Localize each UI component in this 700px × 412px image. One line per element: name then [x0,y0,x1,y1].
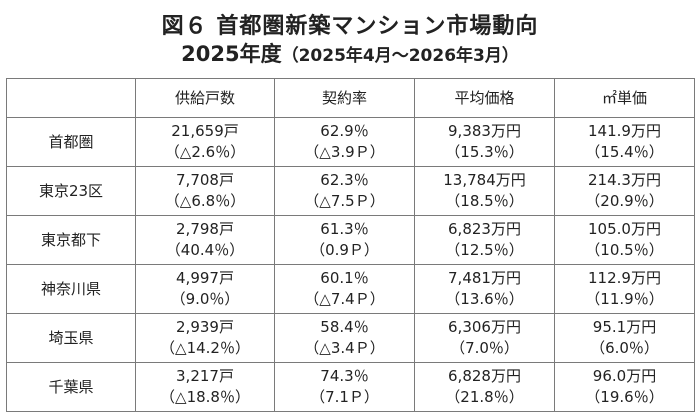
cell-value: 214.3万円 [588,171,661,189]
table-header-row: 供給戸数 契約率 平均価格 ㎡単価 [6,78,695,118]
cell-change: （12.5％） [445,241,524,259]
cell-value: 6,828万円 [448,367,521,385]
cell-average-price: 7,481万円 （13.6％） [414,264,555,314]
cell-change: （21.8％） [445,388,524,406]
cell-value: 61.3％ [320,220,369,238]
cell-change: （10.5％） [585,241,664,259]
cell-change: （△6.8％） [164,192,246,210]
cell-unit-price: 96.0万円 （19.6％） [554,362,695,412]
cell-change: （40.4％） [165,241,245,259]
cell-value: 2,798戸 [176,220,234,238]
cell-value: 7,708戸 [176,171,234,189]
row-label: 首都圏 [6,117,136,167]
cell-supply-units: 4,997戸 （9.0％） [135,264,275,314]
cell-change: （△3.9Ｐ） [304,143,385,161]
cell-change: （0.9Ｐ） [310,241,379,259]
figure-title: 図６ 首都圏新築マンション市場動向 [161,14,539,39]
cell-value: 21,659戸 [171,122,239,140]
cell-unit-price: 214.3万円 （20.9％） [554,166,695,216]
cell-average-price: 6,306万円 （7.0％） [414,313,555,363]
fiscal-year-range: （2025年4月～2026年3月） [281,46,519,66]
cell-value: 105.0万円 [588,220,661,238]
table-row: 東京都下 2,798戸 （40.4％） 61.3％ （0.9Ｐ） 6,823万円 （12.5… [6,215,695,265]
cell-change: （19.6％） [585,388,664,406]
cell-average-price: 9,383万円 （15.3％） [414,117,555,167]
table-row: 神奈川県 4,997戸 （9.0％） 60.1％ （△7.4Ｐ） 7,481万円 （13.6… [6,264,695,314]
cell-change: （△14.2％） [160,339,250,357]
row-label: 千葉県 [6,362,136,412]
header-unit-price: ㎡単価 [554,78,695,118]
cell-value: 6,306万円 [448,318,521,336]
cell-average-price: 6,828万円 （21.8％） [414,362,555,412]
cell-change: （△18.8％） [160,388,250,406]
header-contract-rate: 契約率 [274,78,415,118]
cell-value: 95.1万円 [592,318,657,336]
cell-value: 141.9万円 [588,122,661,140]
cell-supply-units: 3,217戸 （△18.8％） [135,362,275,412]
cell-supply-units: 2,939戸 （△14.2％） [135,313,275,363]
cell-supply-units: 21,659戸 （△2.6％） [135,117,275,167]
cell-supply-units: 2,798戸 （40.4％） [135,215,275,265]
cell-value: 58.4％ [320,318,369,336]
cell-contract-rate: 62.3％ （△7.5Ｐ） [274,166,415,216]
cell-change: （13.6％） [445,290,524,308]
cell-change: （△7.4Ｐ） [304,290,385,308]
cell-change: （△3.4Ｐ） [304,339,385,357]
cell-average-price: 13,784万円 （18.5％） [414,166,555,216]
table-row: 首都圏 21,659戸 （△2.6％） 62.9％ （△3.9Ｐ） 9,383万円 （15.… [6,117,695,167]
cell-value: 62.9％ [320,122,369,140]
cell-value: 96.0万円 [592,367,657,385]
cell-change: （6.0％） [590,339,659,357]
cell-contract-rate: 62.9％ （△3.9Ｐ） [274,117,415,167]
cell-unit-price: 105.0万円 （10.5％） [554,215,695,265]
cell-unit-price: 95.1万円 （6.0％） [554,313,695,363]
cell-value: 2,939戸 [176,318,234,336]
cell-unit-price: 141.9万円 （15.4％） [554,117,695,167]
header-supply-units: 供給戸数 [135,78,275,118]
market-trend-table: 供給戸数 契約率 平均価格 ㎡単価 首都圏 21,659戸 （△2.6％） 62.9％… [6,78,695,412]
cell-change: （11.9％） [585,290,664,308]
cell-value: 60.1％ [320,269,369,287]
cell-contract-rate: 74.3％ （7.1Ｐ） [274,362,415,412]
cell-value: 13,784万円 [443,171,526,189]
cell-contract-rate: 58.4％ （△3.4Ｐ） [274,313,415,363]
cell-change: （9.0％） [170,290,240,308]
cell-contract-rate: 61.3％ （0.9Ｐ） [274,215,415,265]
table-row: 埼玉県 2,939戸 （△14.2％） 58.4％ （△3.4Ｐ） 6,306万円 （7.0… [6,313,695,363]
cell-change: （20.9％） [585,192,664,210]
cell-unit-price: 112.9万円 （11.9％） [554,264,695,314]
cell-change: （△2.6％） [164,143,246,161]
cell-average-price: 6,823万円 （12.5％） [414,215,555,265]
figure-subtitle: 2025年度（2025年4月～2026年3月） [0,38,700,68]
header-corner [6,78,136,118]
row-label: 東京23区 [6,166,136,216]
table-row: 千葉県 3,217戸 （△18.8％） 74.3％ （7.1Ｐ） 6,828万円 （21.8… [6,362,695,412]
header-average-price: 平均価格 [414,78,555,118]
row-label: 神奈川県 [6,264,136,314]
cell-value: 7,481万円 [448,269,521,287]
cell-value: 3,217戸 [176,367,234,385]
cell-value: 9,383万円 [448,122,521,140]
cell-change: （7.0％） [450,339,519,357]
table-row: 東京23区 7,708戸 （△6.8％） 62.3％ （△7.5Ｐ） 13,784万円 （1… [6,166,695,216]
cell-change: （15.4％） [585,143,664,161]
row-label: 東京都下 [6,215,136,265]
cell-value: 6,823万円 [448,220,521,238]
cell-value: 62.3％ [320,171,369,189]
cell-change: （△7.5Ｐ） [304,192,385,210]
cell-change: （18.5％） [445,192,524,210]
cell-supply-units: 7,708戸 （△6.8％） [135,166,275,216]
cell-value: 4,997戸 [176,269,234,287]
row-label: 埼玉県 [6,313,136,363]
cell-value: 74.3％ [320,367,369,385]
cell-value: 112.9万円 [588,269,661,287]
cell-change: （7.1Ｐ） [310,388,379,406]
cell-change: （15.3％） [445,143,524,161]
table-body: 首都圏 21,659戸 （△2.6％） 62.9％ （△3.9Ｐ） 9,383万円 （15.… [6,117,695,412]
fiscal-year-label: 2025年度 [181,42,282,66]
cell-contract-rate: 60.1％ （△7.4Ｐ） [274,264,415,314]
